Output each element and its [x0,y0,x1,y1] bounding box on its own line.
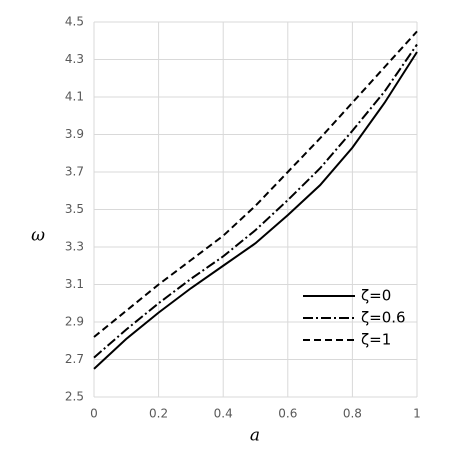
x-tick-label: 0.2 [149,407,168,421]
y-tick-label: 4.1 [65,90,84,104]
y-tick-label: 3.9 [65,127,84,141]
x-tick-label: 0.6 [278,407,297,421]
series-line [93,43,418,359]
y-tick-label: 3.7 [65,165,84,179]
y-tick-label: 2.5 [65,390,84,404]
series-line [93,51,418,370]
x-tick-label: 1 [413,407,421,421]
y-tick-label: 4.3 [65,52,84,66]
y-axis-title: ω [31,226,45,246]
y-tick-label: 3.1 [65,277,84,291]
y-tick-label: 3.3 [65,240,84,254]
y-tick-label: 2.9 [65,315,84,329]
x-axis-title: a [250,426,260,446]
x-tick-label: 0 [90,407,98,421]
legend-label: ζ=0.6 [361,309,406,327]
series-line [93,30,418,338]
y-tick-label: 2.7 [65,352,84,366]
x-tick-label: 0.4 [214,407,233,421]
y-tick-label: 4.5 [65,15,84,29]
x-tick-label: 0.8 [343,407,362,421]
legend-label: ζ=0 [361,287,391,305]
legend-label: ζ=1 [361,331,391,349]
y-tick-label: 3.5 [65,202,84,216]
